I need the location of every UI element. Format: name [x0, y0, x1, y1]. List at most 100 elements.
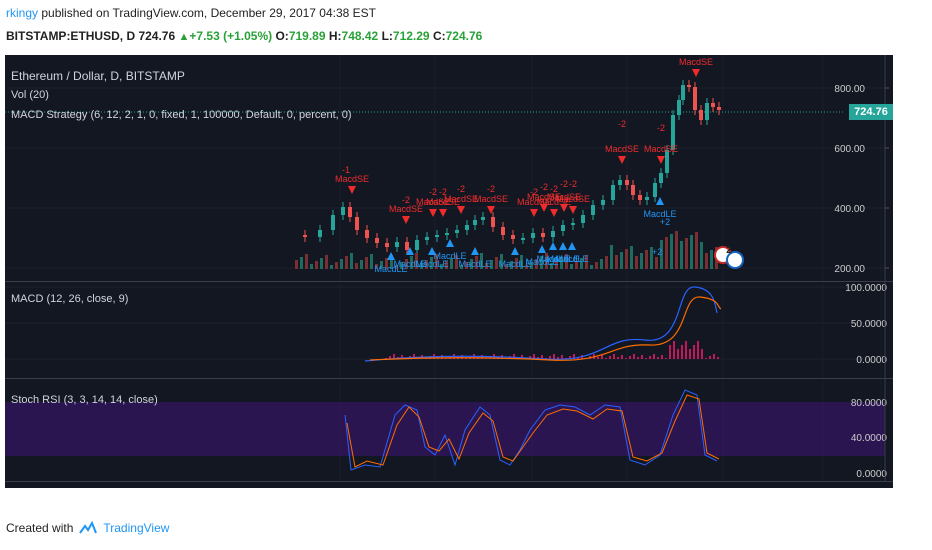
candle-body [625, 180, 629, 185]
candle-body [415, 240, 419, 250]
volume-bar [615, 255, 618, 269]
volume-bar [365, 257, 368, 269]
position-size-label: -2 [439, 187, 447, 197]
macd-histogram-bar [621, 355, 623, 359]
candle-body [491, 217, 495, 227]
chart-area[interactable]: 800.00 600.00 400.00 200.00 MacdSE MacdSE Macd… [5, 55, 893, 488]
macd-histogram-bar [701, 349, 703, 359]
last-price-label: 724.76 [849, 104, 893, 120]
y-tick-label: 800.00 [834, 84, 865, 95]
macd-histogram-bar [521, 355, 523, 359]
candle-body [677, 100, 681, 115]
candle-body [435, 235, 439, 237]
macd-histogram-bar [717, 357, 719, 359]
macd-histogram-bar [617, 357, 619, 359]
candle-body [318, 230, 322, 237]
volume-bar [685, 238, 688, 269]
short-arrow-icon [560, 204, 568, 212]
short-signal-label: MacdSE [556, 194, 590, 204]
volume-bar [345, 256, 348, 269]
rsi-legend[interactable]: Stoch RSI (3, 3, 14, 14, close) [11, 394, 158, 406]
long-signal-label: MacdLE [525, 257, 558, 267]
volume-bar [660, 240, 663, 269]
vol-legend[interactable]: Vol (20) [11, 89, 49, 101]
volume-bar [370, 254, 373, 269]
candle-body [303, 235, 307, 237]
volume-bar [690, 235, 693, 269]
symbol-ticker: BITSTAMP:ETHUSD, D [6, 29, 136, 43]
candle-body [581, 215, 585, 223]
publish-text: published on TradingView.com, December 2… [38, 6, 377, 20]
event-badge-count: 2 [726, 245, 732, 256]
y-tick-label: 0.0000 [856, 469, 887, 480]
macd-signal-line [369, 296, 722, 361]
candle-body [365, 230, 369, 238]
macd-histogram-bar [389, 356, 391, 359]
macd-histogram-bar [549, 356, 551, 359]
candle-body [481, 217, 485, 220]
volume-bar [635, 256, 638, 269]
short-arrow-icon [402, 216, 410, 224]
short-arrow-icon [692, 69, 700, 77]
tradingview-link[interactable]: TradingView [103, 521, 170, 535]
short-arrow-icon [487, 206, 495, 214]
macd-histogram-bar [681, 345, 683, 359]
position-size-label: -2 [487, 184, 495, 194]
flag-icon [726, 251, 744, 269]
volume-bar [295, 260, 298, 269]
candle-body [653, 183, 657, 197]
volume-bar [595, 262, 598, 269]
candle-body [425, 237, 429, 240]
long-signal-label: MacdLE [643, 209, 676, 219]
volume-bar [645, 250, 648, 269]
short-signal-label: MacdSE [426, 197, 460, 207]
candle-body [341, 207, 345, 215]
macd-histogram-bar [573, 354, 575, 359]
macd-histogram-bar [677, 349, 679, 359]
candle-body [717, 107, 721, 110]
pane-divider[interactable] [5, 378, 893, 379]
short-arrow-icon [657, 156, 665, 164]
volume-bar [325, 255, 328, 269]
macd-histogram-bar [557, 357, 559, 359]
macd-histogram-bar [673, 341, 675, 359]
volume-bar [590, 265, 593, 269]
candle-body [511, 235, 515, 239]
y-tick-label: 0.0000 [856, 355, 887, 366]
long-signal-label: MacdLE [498, 259, 531, 269]
pane-divider[interactable] [5, 281, 893, 282]
macd-histogram-bar [649, 356, 651, 359]
candle-body [395, 242, 399, 247]
author-link[interactable]: rkingy [6, 6, 39, 20]
volume-bar [310, 264, 313, 269]
macd-histogram-bar [553, 354, 555, 359]
volume-bar [355, 263, 358, 269]
candle-body [551, 231, 555, 237]
position-size-label: -2 [402, 195, 410, 205]
macd-legend[interactable]: MACD (12, 26, close, 9) [11, 293, 129, 305]
long-signal-label: MacdLE [536, 254, 569, 264]
open-value: 719.89 [288, 29, 326, 43]
volume-bar [680, 241, 683, 269]
volume-bar [400, 262, 403, 269]
volume-bar [625, 249, 628, 269]
strategy-legend[interactable]: MACD Strategy (6, 12, 2, 1, 0, fixed, 1,… [11, 109, 352, 121]
volume-bar [580, 258, 583, 269]
candle-body [355, 217, 359, 230]
y-tick-label: 100.0000 [845, 283, 887, 294]
position-size-label: +2 [660, 217, 670, 227]
candle-body [331, 215, 335, 230]
macd-line [364, 286, 718, 362]
volume-bar [515, 258, 518, 269]
volume-bar [340, 259, 343, 269]
candle-body [671, 115, 675, 150]
position-size-label: -2 [618, 119, 626, 129]
macd-histogram-bar [461, 355, 463, 359]
macd-histogram-bar [705, 358, 707, 359]
chart-canvas[interactable]: 800.00600.00400.00200.00MacdSEMacdSEMacd… [5, 55, 893, 488]
candle-body [455, 230, 459, 233]
y-tick-label: 40.0000 [851, 433, 888, 444]
short-signal-label: MacdSE [444, 194, 478, 204]
short-signal-label: MacdSE [474, 194, 508, 204]
tradingview-logo-icon[interactable] [79, 521, 98, 535]
